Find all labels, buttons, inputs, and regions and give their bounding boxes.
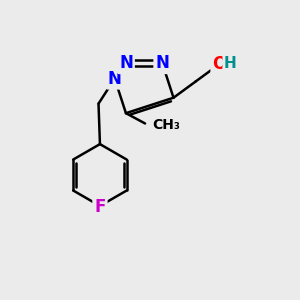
Text: O: O — [212, 55, 226, 73]
Text: N: N — [108, 70, 122, 88]
Text: N: N — [119, 54, 133, 72]
Text: H: H — [224, 56, 236, 71]
Text: F: F — [94, 198, 106, 216]
Text: CH₃: CH₃ — [152, 118, 180, 132]
Text: N: N — [155, 54, 169, 72]
